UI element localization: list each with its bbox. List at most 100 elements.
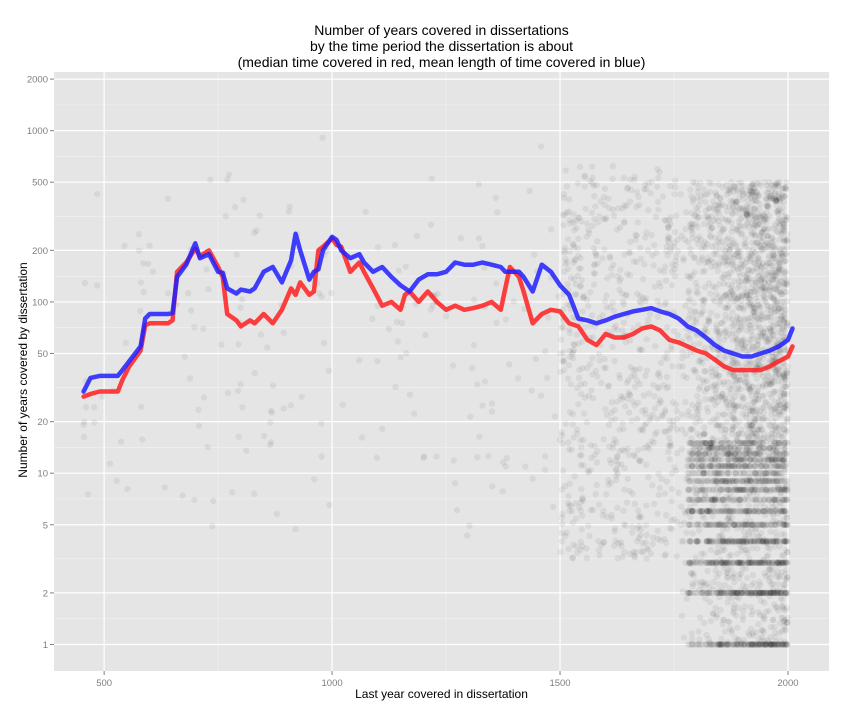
scatter-point	[742, 462, 749, 470]
scatter-point	[776, 499, 784, 506]
scatter-point	[740, 315, 748, 322]
scatter-point	[713, 416, 720, 423]
scatter-point	[514, 375, 522, 382]
scatter-point	[748, 404, 755, 412]
scatter-point	[666, 417, 673, 425]
scatter-point	[734, 589, 741, 597]
scatter-point	[696, 340, 703, 347]
scatter-point	[741, 469, 748, 477]
scatter-point	[762, 641, 769, 648]
scatter-point	[712, 559, 719, 566]
scatter-point	[742, 372, 749, 380]
scatter-point	[601, 246, 608, 253]
scatter-point	[714, 477, 722, 485]
scatter-point	[743, 191, 751, 198]
scatter-point	[748, 559, 756, 566]
scatter-point	[782, 589, 789, 597]
scatter-point	[776, 217, 783, 224]
scatter-point	[759, 316, 766, 323]
scatter-point	[766, 335, 774, 342]
scatter-point	[750, 430, 757, 437]
scatter-point	[770, 496, 777, 503]
scatter-point	[725, 462, 732, 470]
scatter-point	[753, 591, 761, 598]
scatter-point	[749, 342, 756, 349]
scatter-point	[756, 536, 763, 544]
scatter-point	[778, 530, 786, 538]
scatter-point	[692, 404, 700, 412]
scatter-point	[642, 410, 649, 418]
scatter-point	[746, 422, 753, 429]
scatter-point	[742, 521, 749, 528]
scatter-point	[767, 311, 774, 318]
scatter-point	[758, 333, 765, 340]
scatter-point	[755, 411, 763, 418]
scatter-point	[748, 231, 756, 238]
scatter-point	[701, 581, 708, 589]
scatter-point	[754, 239, 761, 246]
scatter-point	[708, 444, 715, 452]
scatter-point	[672, 401, 680, 408]
scatter-point	[783, 281, 791, 288]
scatter-point	[179, 492, 186, 499]
scatter-point	[685, 521, 692, 528]
scatter-point	[747, 538, 755, 545]
scatter-point	[706, 214, 713, 221]
scatter-point	[755, 559, 762, 566]
scatter-point	[782, 589, 789, 597]
scatter-point	[697, 439, 705, 447]
scatter-point	[782, 375, 789, 383]
scatter-point	[724, 559, 731, 566]
scatter-point	[686, 273, 693, 280]
scatter-point	[706, 506, 713, 514]
scatter-point	[667, 214, 675, 221]
scatter-point	[748, 180, 756, 188]
scatter-point	[762, 641, 770, 648]
scatter-point	[771, 521, 779, 528]
scatter-point	[694, 538, 701, 545]
scatter-point	[736, 418, 743, 425]
scatter-point	[705, 521, 713, 528]
scatter-point	[522, 463, 529, 470]
scatter-point	[734, 641, 741, 648]
scatter-point	[695, 464, 703, 471]
scatter-point	[774, 587, 782, 594]
scatter-point	[720, 616, 728, 623]
scatter-point	[683, 374, 690, 382]
scatter-point	[715, 337, 722, 345]
scatter-point	[690, 299, 698, 307]
scatter-point	[689, 496, 697, 503]
scatter-point	[716, 570, 723, 577]
scatter-point	[654, 198, 662, 206]
scatter-point	[773, 518, 780, 525]
scatter-point	[773, 202, 780, 209]
scatter-point	[696, 636, 703, 643]
scatter-point	[713, 521, 720, 528]
scatter-point	[737, 439, 744, 447]
scatter-point	[777, 489, 785, 497]
scatter-point	[559, 440, 566, 447]
scatter-point	[720, 559, 728, 566]
scatter-point	[711, 477, 718, 485]
scatter-point	[783, 251, 790, 258]
scatter-point	[747, 250, 755, 257]
scatter-point	[689, 580, 696, 587]
scatter-point	[661, 301, 669, 308]
scatter-point	[715, 581, 723, 588]
scatter-point	[748, 589, 756, 597]
scatter-point	[620, 507, 627, 515]
scatter-point	[755, 508, 762, 516]
scatter-point	[737, 326, 745, 333]
scatter-point	[616, 286, 623, 294]
scatter-point	[670, 243, 677, 250]
scatter-point	[733, 337, 741, 344]
scatter-point	[700, 550, 708, 558]
scatter-point	[754, 297, 762, 305]
scatter-point	[746, 385, 753, 393]
scatter-point	[773, 283, 780, 290]
scatter-point	[754, 474, 762, 482]
scatter-point	[779, 450, 786, 457]
scatter-point	[639, 275, 647, 283]
scatter-point	[768, 328, 775, 335]
scatter-point	[748, 521, 755, 529]
